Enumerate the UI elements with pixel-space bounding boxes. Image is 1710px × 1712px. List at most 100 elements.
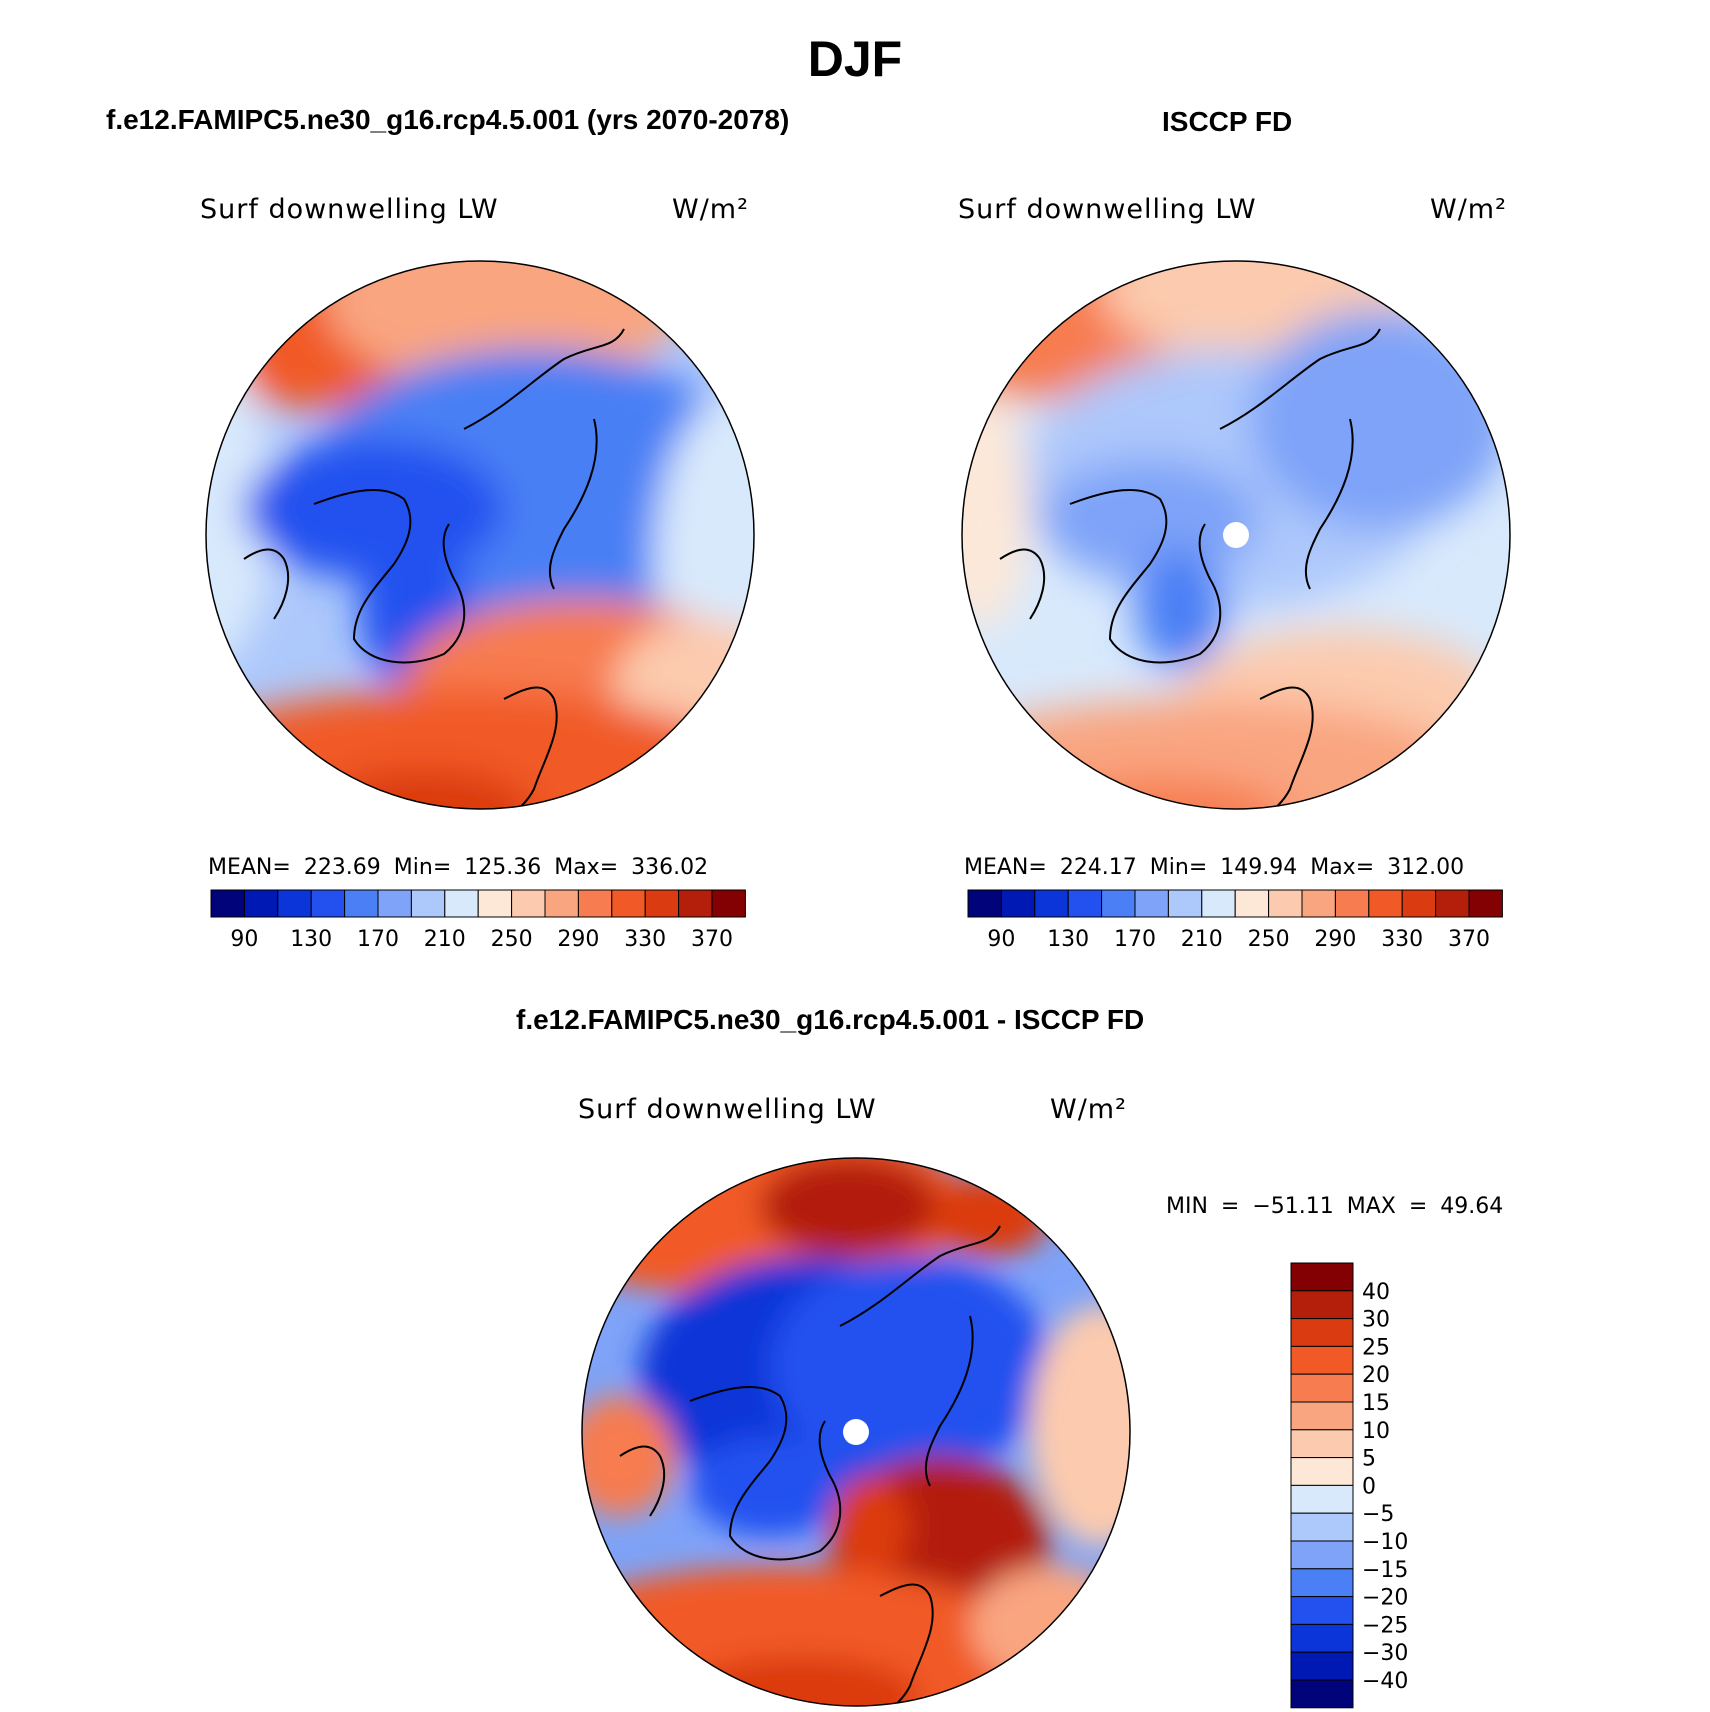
colorbar-swatch <box>711 889 746 918</box>
colorbar-swatch <box>1290 1568 1354 1598</box>
colorbar-tick-label: 40 <box>1362 1280 1390 1305</box>
colorbar-swatch <box>477 889 513 918</box>
colorbar-swatch <box>611 889 646 918</box>
colorbar-swatch <box>544 889 579 918</box>
colorbar-tick-label: 0 <box>1362 1474 1376 1499</box>
colorbar-swatch <box>1201 889 1236 918</box>
colorbar-tick-label: 130 <box>1047 927 1089 952</box>
colorbar-swatch <box>1290 1290 1354 1320</box>
colorbar-tick-label: 15 <box>1362 1391 1390 1416</box>
colorbar-swatch <box>967 889 1002 918</box>
colorbar-swatch <box>1290 1429 1354 1459</box>
colorbar-tick-label: 290 <box>557 927 599 952</box>
colorbar-tick-label: 210 <box>424 927 466 952</box>
colorbar-swatch <box>1290 1596 1354 1625</box>
colorbar-tick-label: −5 <box>1362 1502 1394 1527</box>
colorbar-swatch <box>210 889 245 918</box>
colorbar-swatch <box>1290 1512 1354 1542</box>
colorbar-tick-label: 170 <box>1114 927 1156 952</box>
colorbar-tick-label: 250 <box>491 927 533 952</box>
colorbar-tick-label: 90 <box>230 927 258 952</box>
colorbar-swatch <box>1290 1679 1354 1709</box>
colorbar-model-swatches <box>210 889 746 918</box>
colorbar-model: 90 130 170 210 250 290 330 370 <box>210 889 746 952</box>
colorbar-swatch <box>410 889 446 918</box>
colorbar-swatch <box>1101 889 1136 918</box>
panel-diff-variable: Surf downwelling LW <box>578 1094 877 1125</box>
colorbar-tick-label: 330 <box>624 927 666 952</box>
colorbar-swatch <box>577 889 613 918</box>
colorbar-tick-label: −10 <box>1362 1530 1408 1555</box>
colorbar-diff-swatches <box>1290 1262 1354 1709</box>
panel-model-units: W/m² <box>672 194 749 225</box>
colorbar-swatch <box>243 889 279 918</box>
colorbar-swatch <box>1268 889 1303 918</box>
colorbar-swatch <box>1290 1457 1354 1486</box>
panel-obs-units: W/m² <box>1430 194 1507 225</box>
colorbar-swatch <box>1067 889 1103 918</box>
colorbar-tick-label: −20 <box>1362 1586 1408 1611</box>
colorbar-swatch <box>1000 889 1036 918</box>
colorbar-tick-label: −25 <box>1362 1613 1408 1638</box>
colorbar-swatch <box>678 889 713 918</box>
colorbar-tick-label: 170 <box>357 927 399 952</box>
map-obs <box>961 260 1511 810</box>
colorbar-swatch <box>1034 889 1069 918</box>
colorbar-tick-label: 90 <box>987 927 1015 952</box>
colorbar-swatch <box>1290 1373 1354 1403</box>
panel-diff-units: W/m² <box>1050 1094 1127 1125</box>
colorbar-swatch <box>1167 889 1203 918</box>
map-diff <box>581 1157 1131 1707</box>
colorbar-tick-label: 290 <box>1314 927 1356 952</box>
colorbar-obs-swatches <box>967 889 1503 918</box>
panel-obs-stats: MEAN= 224.17 Min= 149.94 Max= 312.00 <box>964 855 1465 880</box>
colorbar-swatch <box>1290 1401 1354 1431</box>
colorbar-tick-label: 250 <box>1248 927 1290 952</box>
colorbar-tick-label: 10 <box>1362 1419 1390 1444</box>
panel-model-title: f.e12.FAMIPC5.ne30_g16.rcp4.5.001 (yrs 2… <box>106 104 790 135</box>
colorbar-swatch <box>1468 889 1503 918</box>
colorbar-swatch <box>444 889 479 918</box>
colorbar-swatch <box>1290 1318 1354 1347</box>
figure-title: DJF <box>807 31 903 87</box>
colorbar-obs: 90 130 170 210 250 290 330 370 <box>967 889 1503 952</box>
panel-diff-stats: MIN = −51.11 MAX = 49.64 <box>1166 1194 1504 1219</box>
panel-obs-title: ISCCP FD <box>1162 106 1293 137</box>
colorbar-tick-label: −30 <box>1362 1641 1408 1666</box>
colorbar-swatch <box>1234 889 1270 918</box>
map-model <box>205 260 755 810</box>
colorbar-swatch <box>310 889 346 918</box>
colorbar-tick-label: 30 <box>1362 1308 1390 1333</box>
colorbar-swatch <box>377 889 412 918</box>
colorbar-obs-labels: 90 130 170 210 250 290 330 370 <box>987 927 1490 952</box>
colorbar-tick-label: 210 <box>1181 927 1223 952</box>
colorbar-tick-label: 130 <box>290 927 332 952</box>
colorbar-swatch <box>1334 889 1370 918</box>
colorbar-swatch <box>1290 1484 1354 1514</box>
colorbar-tick-label: 370 <box>1448 927 1490 952</box>
colorbar-model-labels: 90 130 170 210 250 290 330 370 <box>230 927 733 952</box>
colorbar-swatch <box>1301 889 1336 918</box>
colorbar-swatch <box>1435 889 1470 918</box>
colorbar-swatch <box>1290 1651 1354 1681</box>
colorbar-swatch <box>1290 1345 1354 1375</box>
colorbar-tick-label: 370 <box>691 927 733 952</box>
panel-diff-title: f.e12.FAMIPC5.ne30_g16.rcp4.5.001 - ISCC… <box>516 1004 1145 1035</box>
panel-obs-variable: Surf downwelling LW <box>958 194 1257 225</box>
colorbar-swatch <box>644 889 680 918</box>
colorbar-tick-label: 330 <box>1381 927 1423 952</box>
colorbar-tick-label: −40 <box>1362 1669 1408 1694</box>
colorbar-swatch <box>1290 1623 1354 1653</box>
colorbar-swatch <box>1290 1540 1354 1570</box>
colorbar-swatch <box>1401 889 1437 918</box>
colorbar-tick-label: 20 <box>1362 1363 1390 1388</box>
colorbar-swatch <box>277 889 312 918</box>
colorbar-swatch <box>1368 889 1403 918</box>
colorbar-tick-label: −15 <box>1362 1558 1408 1583</box>
colorbar-swatch <box>1134 889 1169 918</box>
colorbar-swatch <box>344 889 379 918</box>
colorbar-tick-label: 5 <box>1362 1447 1376 1472</box>
panel-model-stats: MEAN= 223.69 Min= 125.36 Max= 336.02 <box>208 855 709 880</box>
